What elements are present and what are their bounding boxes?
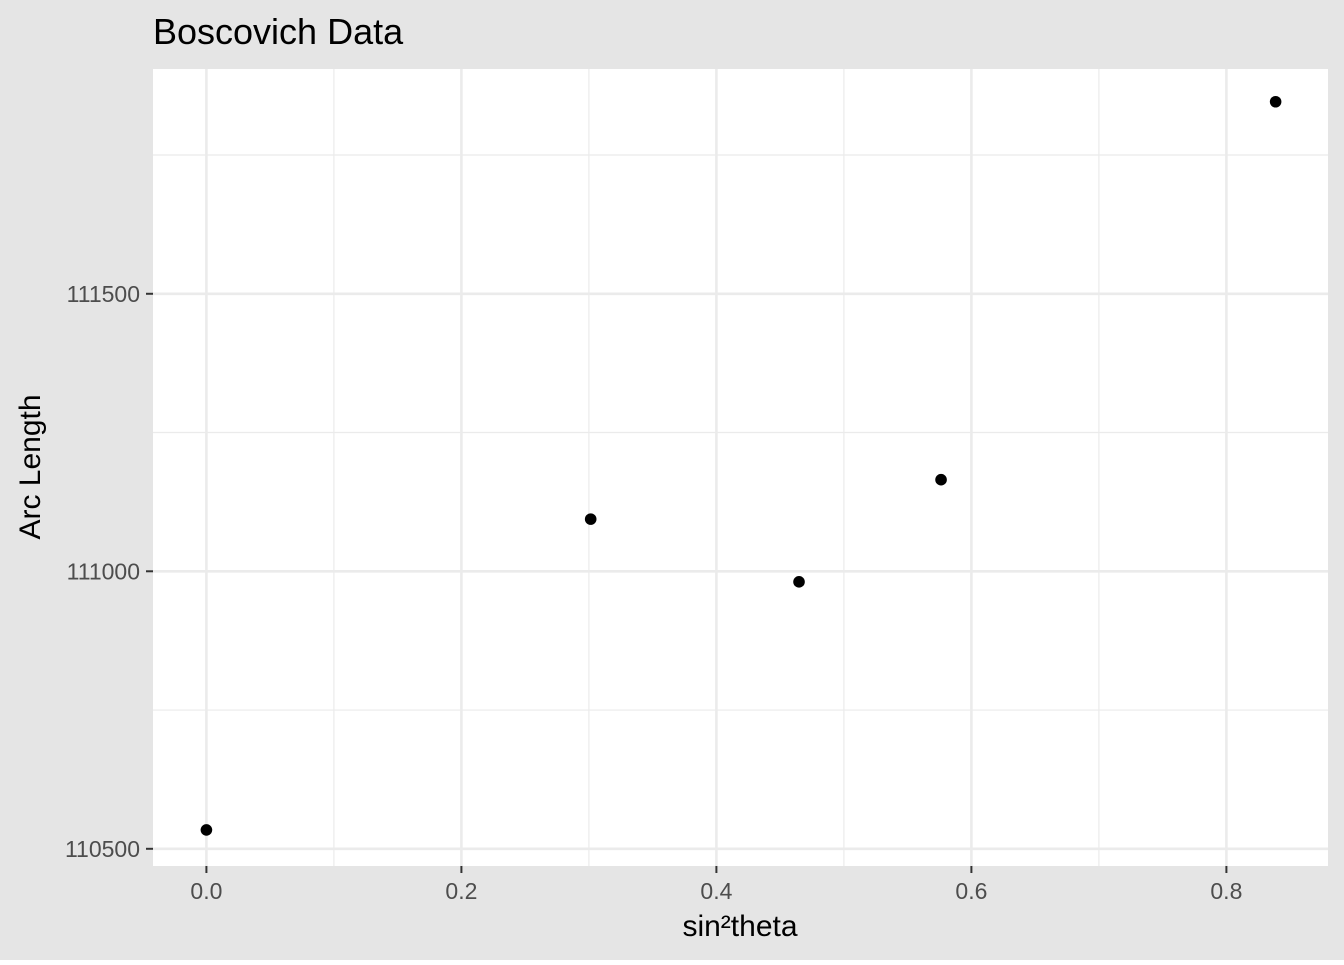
y-tick-label: 111000: [67, 558, 140, 584]
x-tick-label: 0.2: [445, 878, 477, 904]
data-point: [935, 473, 947, 486]
data-point: [1269, 95, 1282, 108]
x-tick-label: 0.8: [1210, 878, 1242, 904]
chart-title: Boscovich Data: [153, 11, 404, 52]
y-tick-label: 110500: [65, 836, 140, 862]
data-points: [200, 95, 1282, 836]
data-point: [200, 824, 213, 836]
grid-major: [153, 69, 1328, 866]
x-axis-title: sin²theta: [682, 910, 797, 943]
x-tick-label: 0.4: [700, 878, 732, 904]
y-tick-label: 111500: [67, 281, 140, 307]
plot-panel: [153, 69, 1328, 866]
data-point: [584, 513, 597, 525]
data-point: [793, 576, 805, 588]
grid-minor: [153, 69, 1328, 866]
y-axis: 110500 111000 111500: [65, 281, 153, 862]
x-axis: 0.0 0.2 0.4 0.6 0.8: [190, 866, 1242, 904]
x-tick-label: 0.6: [955, 878, 987, 904]
x-tick-label: 0.0: [190, 878, 222, 904]
y-axis-title: Arc Length: [14, 394, 47, 539]
